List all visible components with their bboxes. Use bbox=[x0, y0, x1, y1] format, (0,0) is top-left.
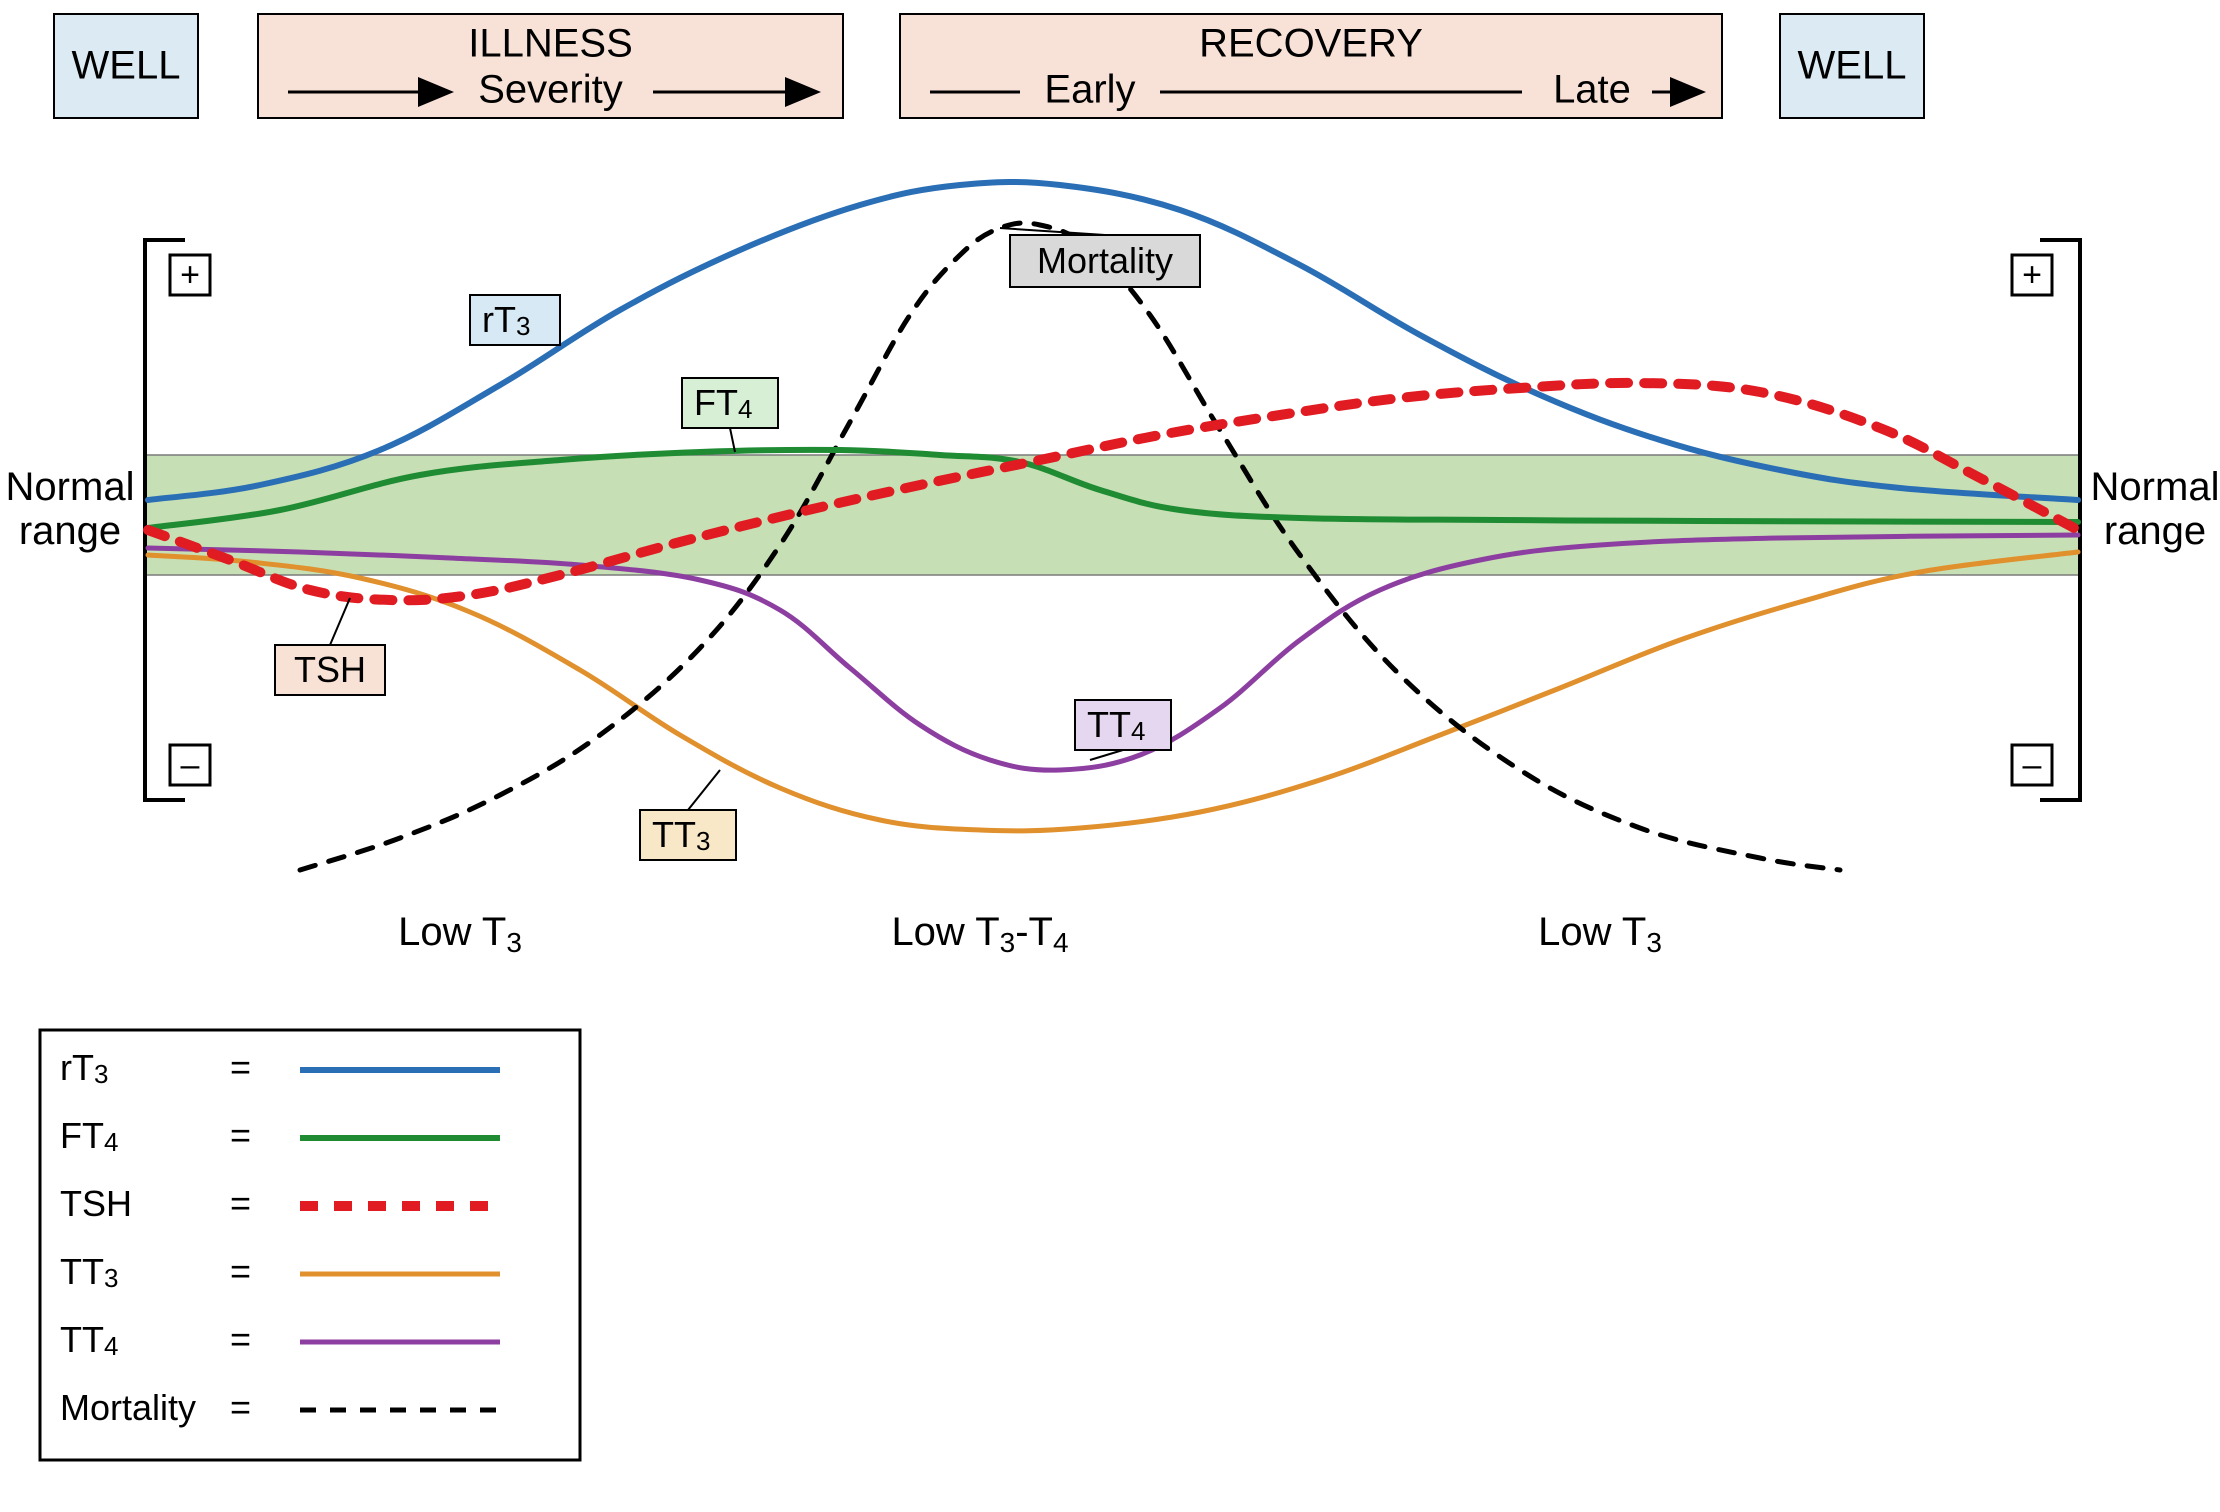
sign-left_plus: + bbox=[180, 256, 200, 294]
connector-mortality bbox=[1000, 228, 1105, 235]
legend-label-5: Mortality bbox=[60, 1387, 196, 1428]
legend-equals-0: = bbox=[230, 1047, 251, 1088]
recovery-late-label: Late bbox=[1553, 68, 1631, 112]
phase-well-right: WELL bbox=[1780, 14, 1924, 118]
svg-text:WELL: WELL bbox=[72, 44, 181, 88]
label-text-tsh: TSH bbox=[294, 649, 366, 690]
connector-tsh bbox=[330, 598, 350, 645]
sign-right_plus: + bbox=[2022, 256, 2042, 294]
svg-text:RECOVERY: RECOVERY bbox=[1199, 22, 1423, 66]
phase-illness: ILLNESS Severity bbox=[258, 14, 843, 118]
connector-tt4 bbox=[1090, 750, 1123, 760]
legend-equals-5: = bbox=[230, 1387, 251, 1428]
svg-text:WELL: WELL bbox=[1798, 44, 1907, 88]
legend-equals-3: = bbox=[230, 1251, 251, 1292]
normal-range-label-left2: range bbox=[19, 509, 121, 553]
curve-rt3 bbox=[148, 182, 2078, 500]
label-text-mortality: Mortality bbox=[1037, 240, 1173, 281]
legend-equals-1: = bbox=[230, 1115, 251, 1156]
sign-right_minus: – bbox=[2023, 746, 2042, 784]
x-label-2: Low T3 bbox=[1538, 910, 1662, 958]
svg-text:ILLNESS: ILLNESS bbox=[468, 22, 633, 66]
normal-range-label-left: Normal bbox=[6, 465, 135, 509]
legend: rT3=FT4=TSH=TT3=TT4=Mortality= bbox=[40, 1030, 580, 1460]
normal-range-label-right: Normal bbox=[2091, 465, 2220, 509]
x-label-1: Low T3-T4 bbox=[891, 910, 1068, 958]
normal-range-label-right2: range bbox=[2104, 509, 2206, 553]
sign-left_minus: – bbox=[181, 746, 200, 784]
phase-recovery: RECOVERY Early Late bbox=[900, 14, 1722, 118]
x-label-0: Low T3 bbox=[398, 910, 522, 958]
connector-tt3 bbox=[688, 770, 720, 810]
curve-tt3 bbox=[148, 552, 2078, 831]
legend-label-2: TSH bbox=[60, 1183, 132, 1224]
legend-equals-4: = bbox=[230, 1319, 251, 1360]
svg-text:Severity: Severity bbox=[478, 68, 623, 112]
x-axis-labels: Low T3 Low T3-T4 Low T3 bbox=[398, 910, 1662, 958]
recovery-early-label: Early bbox=[1044, 68, 1135, 112]
diagram-root: WELL ILLNESS Severity RECOVERY Early Lat… bbox=[0, 0, 2220, 1512]
legend-equals-2: = bbox=[230, 1183, 251, 1224]
phase-well-left: WELL bbox=[54, 14, 198, 118]
